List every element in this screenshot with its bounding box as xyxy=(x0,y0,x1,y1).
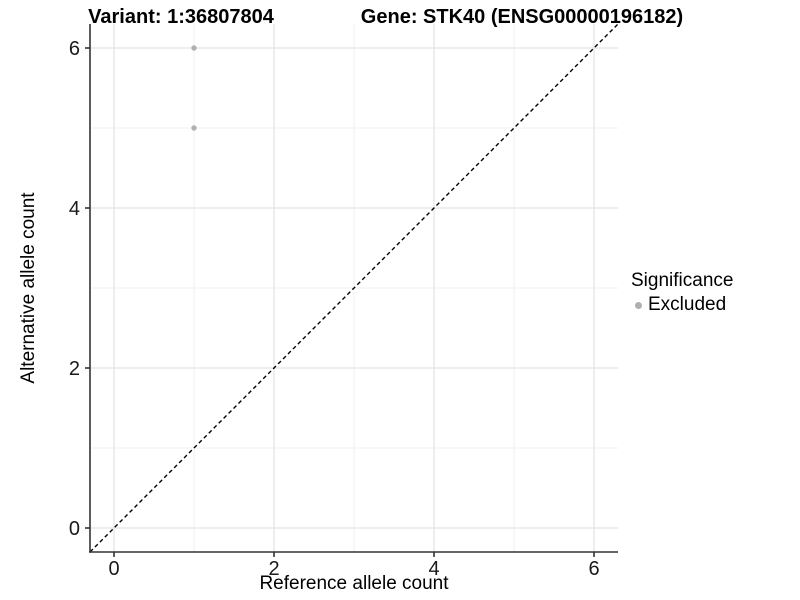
x-tick-label: 2 xyxy=(268,558,279,580)
x-tick-label: 4 xyxy=(428,558,439,580)
legend-item-label: Excluded xyxy=(648,294,727,315)
x-tick-label: 0 xyxy=(108,558,119,580)
legend: Significance Excluded xyxy=(631,270,733,316)
y-tick-label: 4 xyxy=(69,198,80,220)
legend-item-excluded: Excluded xyxy=(631,294,733,316)
variant-title: Variant: 1:36807804 xyxy=(88,6,274,28)
y-tick-label: 2 xyxy=(69,358,80,380)
x-tick-label: 6 xyxy=(588,558,599,580)
y-tick-label: 0 xyxy=(69,518,80,540)
data-point xyxy=(191,45,197,51)
y-axis-title: Alternative allele count xyxy=(18,192,39,384)
legend-point-icon xyxy=(635,301,642,309)
x-axis-title: Reference allele count xyxy=(259,573,449,594)
legend-title: Significance xyxy=(631,270,734,291)
gene-title: Gene: STK40 (ENSG00000196182) xyxy=(360,6,684,28)
data-point xyxy=(191,125,197,131)
y-tick-label: 6 xyxy=(69,38,80,60)
identity-line xyxy=(89,23,619,553)
